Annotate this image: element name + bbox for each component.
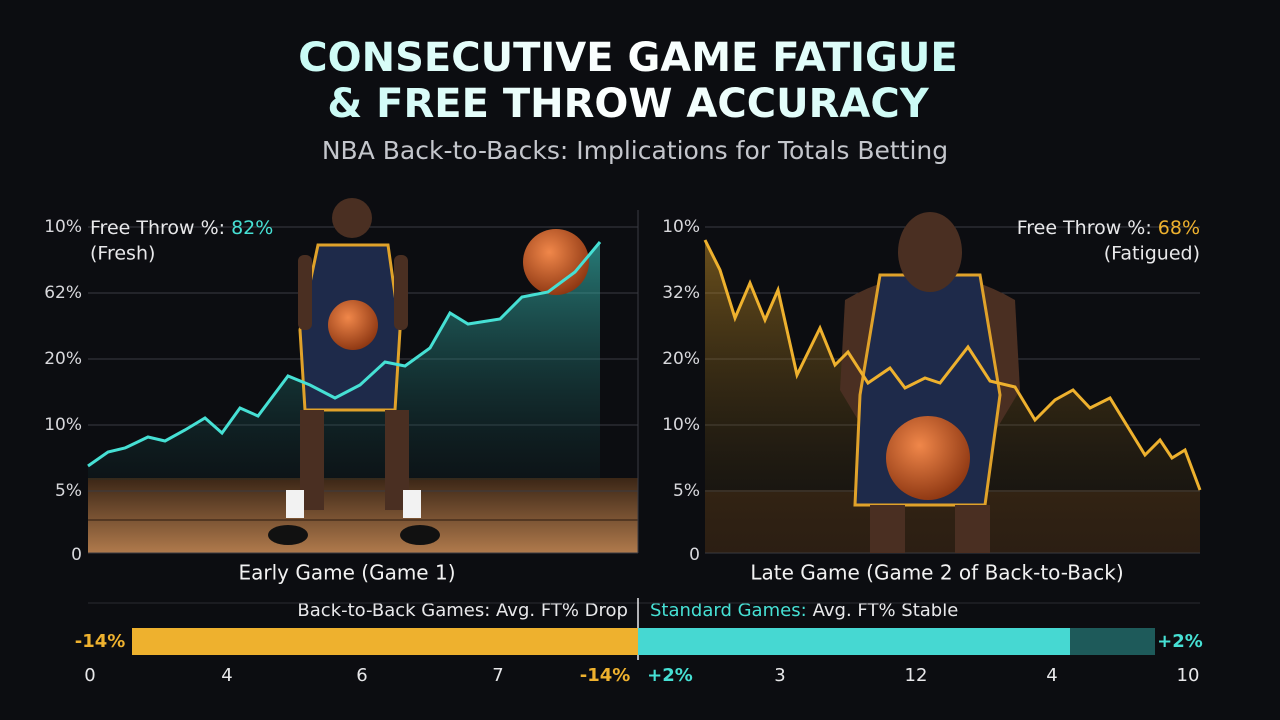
axis-label: 10%: [662, 217, 700, 237]
title: & FREE THROW ACCURACY: [327, 81, 929, 127]
stat-label: Free Throw %:: [1017, 217, 1152, 239]
scale-label: 7: [492, 665, 503, 686]
stat-note: (Fresh): [90, 243, 155, 265]
axis-label: 20%: [44, 349, 82, 369]
label-lead: Standard Games:: [650, 600, 807, 621]
scale-label: 4: [221, 665, 232, 686]
axis-label: 0: [71, 545, 82, 565]
axis-label: 62%: [44, 283, 82, 303]
stat-label: Free Throw %:: [90, 217, 225, 239]
panel-caption: Late Game (Game 2 of Back-to-Back): [750, 561, 1123, 585]
scale-label: 10: [1177, 665, 1200, 686]
axis-label: 20%: [662, 349, 700, 369]
scale-label: 3: [774, 665, 785, 686]
stat: Free Throw %: 82%: [90, 217, 273, 239]
drop-bar: [132, 628, 638, 655]
stat: Free Throw %: 68%: [1017, 217, 1200, 239]
left-panel: 10% 62% 20% 10% 5% 0 Free Throw %: 82% (F…: [44, 198, 638, 585]
axis-label: 5%: [55, 481, 82, 501]
stable-value: +2%: [1157, 631, 1203, 652]
scale-label: 4: [1046, 665, 1057, 686]
player-fatigued: [840, 212, 1020, 553]
axis-label: 0: [689, 545, 700, 565]
stat-note: (Fatigued): [1104, 243, 1200, 265]
comparison-label: Standard Games: Avg. FT% Stable: [650, 600, 958, 621]
scale-label: 6: [356, 665, 367, 686]
trend-line: [703, 239, 1202, 491]
scale-label: -14%: [580, 665, 631, 686]
axis-label: 5%: [673, 481, 700, 501]
axis-label: 10%: [44, 415, 82, 435]
scale-label: 0: [84, 665, 95, 686]
stable-bar: [638, 628, 1070, 655]
comparison-label: Back-to-Back Games: Avg. FT% Drop: [297, 600, 628, 621]
panel-caption: Early Game (Game 1): [239, 561, 456, 585]
trend-area: [88, 242, 600, 480]
right-panel: 10% 32% 20% 10% 5% 0 Free Throw %: 68% (F…: [662, 212, 1202, 585]
axis-label: 10%: [44, 217, 82, 237]
scale-label: 12: [905, 665, 928, 686]
court-floor: [88, 478, 638, 553]
trend-line: [87, 241, 602, 468]
scale-label: +2%: [647, 665, 693, 686]
comparison: Back-to-Back Games: Avg. FT% Drop Standa…: [75, 598, 1203, 686]
ball: [523, 229, 589, 295]
axis-label: 32%: [662, 283, 700, 303]
title: CONSECUTIVE GAME FATIGUE: [298, 35, 957, 81]
stat-value: 82%: [231, 217, 273, 239]
axis-label: 10%: [662, 415, 700, 435]
stable-bar-end: [1070, 628, 1155, 655]
stat-value: 68%: [1158, 217, 1200, 239]
drop-value: -14%: [75, 631, 126, 652]
player-fresh: [268, 198, 440, 545]
label-rest: Avg. FT% Stable: [813, 600, 959, 621]
subtitle: NBA Back-to-Backs: Implications for Tota…: [322, 136, 948, 165]
